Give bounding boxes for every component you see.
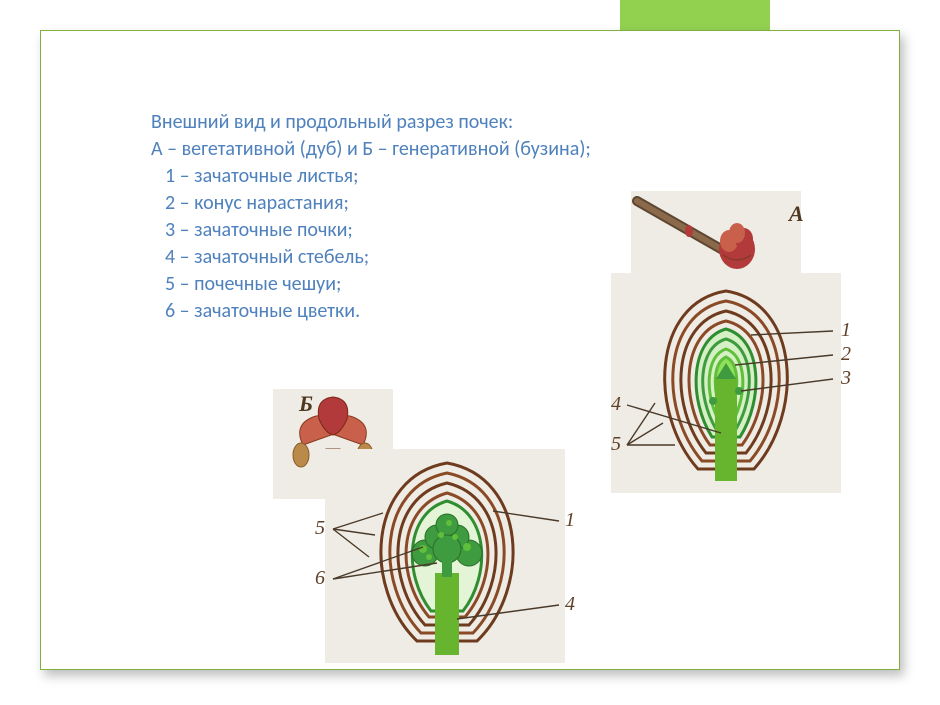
figA-label-5: 5: [611, 433, 621, 456]
legend-6: 6 – зачаточные цветки.: [151, 298, 711, 325]
figure-b-bud-section: [325, 449, 565, 663]
accent-tab: [620, 0, 770, 30]
legend-2: 2 – конус нарастания;: [151, 190, 711, 217]
title-line: Внешний вид и продольный разрез почек:: [151, 109, 711, 136]
figA-label-2: 2: [841, 343, 851, 366]
label-letter-a: А: [789, 201, 804, 227]
legend-1: 1 – зачаточные листья;: [151, 163, 711, 190]
slide-frame: Внешний вид и продольный разрез почек: А…: [40, 30, 900, 670]
figB-label-5: 5: [315, 517, 325, 540]
legend-5: 5 – почечные чешуи;: [151, 271, 711, 298]
legend-3: 3 – зачаточные почки;: [151, 217, 711, 244]
subtitle-line: А – вегетативной (дуб) и Б – генеративно…: [151, 136, 711, 163]
figA-label-3: 3: [841, 367, 851, 390]
figB-label-1: 1: [565, 509, 575, 532]
figB-label-6: 6: [315, 567, 325, 590]
text-block: Внешний вид и продольный разрез почек: А…: [151, 109, 711, 325]
legend-4: 4 – зачаточный стебель;: [151, 244, 711, 271]
figB-label-4: 4: [565, 593, 575, 616]
figA-label-4: 4: [611, 393, 621, 416]
label-letter-b: Б: [299, 391, 313, 417]
twig-b-icon: [273, 389, 393, 499]
figA-label-1: 1: [841, 319, 851, 342]
